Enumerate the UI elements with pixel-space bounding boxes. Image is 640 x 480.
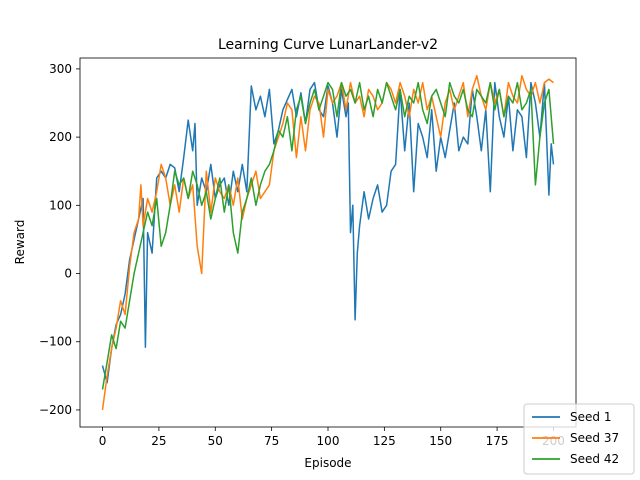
plot-frame — [79, 57, 577, 428]
y-tick-label-4: 200 — [49, 130, 72, 144]
series-line-1 — [101, 74, 554, 411]
x-tick-label-0: 0 — [99, 434, 107, 448]
legend-label-2: Seed 42 — [570, 452, 619, 466]
x-tick-label-7: 175 — [486, 434, 509, 448]
legend-label-0: Seed 1 — [570, 410, 611, 424]
legend-box — [523, 403, 635, 475]
y-tick-label-2: 0 — [64, 267, 72, 281]
plot-lines — [101, 74, 555, 411]
legend: Seed 1 Seed 37 Seed 42 — [523, 403, 635, 475]
x-tick-label-5: 125 — [373, 434, 396, 448]
y-axis-label: Reward — [13, 220, 27, 265]
x-tick-label-3: 75 — [264, 434, 279, 448]
legend-label-1: Seed 37 — [570, 431, 619, 445]
x-tick-label-2: 50 — [208, 434, 223, 448]
y-tick-label-0: −200 — [39, 403, 72, 417]
y-tick-label-1: −100 — [39, 335, 72, 349]
x-tick-label-1: 25 — [151, 434, 166, 448]
series-line-2 — [101, 81, 555, 390]
x-tick-label-6: 150 — [429, 434, 452, 448]
x-tick-label-4: 100 — [317, 434, 340, 448]
x-axis-ticks: 0255075100125150175200 — [99, 427, 565, 448]
y-tick-label-3: 100 — [49, 198, 72, 212]
y-tick-label-5: 300 — [49, 62, 72, 76]
y-axis-ticks: −200 −100 0 100 200 300 — [39, 62, 80, 417]
chart-title: Learning Curve LunarLander-v2 — [218, 37, 438, 53]
series-line-0 — [101, 81, 555, 384]
x-axis-label: Episode — [304, 456, 351, 470]
